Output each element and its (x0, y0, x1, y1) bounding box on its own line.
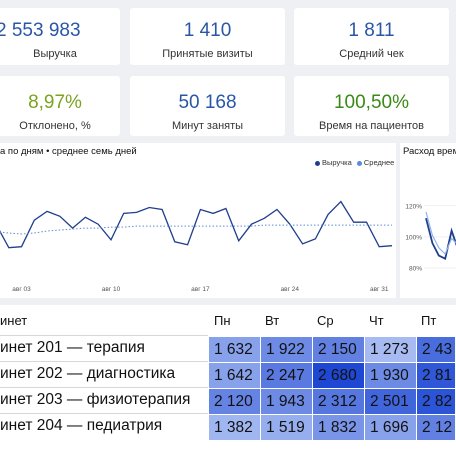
kpi-card-rejected[interactable]: 8,97% Отклонено, % (0, 76, 120, 136)
matrix-cell[interactable]: 1 832 (313, 415, 365, 441)
table-row-divider (0, 387, 208, 388)
matrix-cell[interactable]: 2 501 (365, 389, 417, 415)
daily-revenue-line-chart: авг 03 авг 10 авг 17 авг 24 авг 31 (0, 200, 393, 293)
kpi-value: 1 410 (183, 20, 232, 41)
kpi-label: Время на пациентов (319, 120, 424, 132)
column-header-tue[interactable]: Вт (265, 313, 280, 328)
matrix-cell[interactable]: 2 150 (313, 337, 365, 363)
series-line (425, 217, 456, 261)
row-label[interactable]: инет 204 — педиатрия (0, 417, 163, 434)
matrix-cell[interactable]: 1 632 (209, 337, 261, 363)
series-line (425, 211, 456, 256)
matrix-cell[interactable]: 2 12 (417, 415, 456, 441)
column-header-fri[interactable]: Пт (421, 313, 437, 328)
kpi-label: Принятые визиты (162, 48, 253, 60)
y-tick-label: 100% (405, 234, 422, 241)
matrix-cell[interactable]: 2 247 (261, 363, 313, 389)
legend-dot-revenue (315, 160, 320, 166)
matrix-cell[interactable]: 1 519 (261, 415, 313, 441)
kpi-card-avg-check[interactable]: 1 811 Средний чек (294, 8, 449, 65)
x-tick-label: авг 24 (281, 286, 300, 293)
kpi-value: 100,50% (333, 92, 409, 113)
matrix-cell[interactable]: 1 696 (365, 415, 417, 441)
kpi-label: Средний чек (339, 48, 404, 60)
x-tick-label: авг 10 (102, 286, 121, 293)
matrix-cell[interactable]: 1 382 (209, 415, 261, 441)
kpi-label: Отклонено, % (19, 120, 91, 132)
kpi-value: 1 811 (348, 20, 395, 41)
table-row-divider (0, 335, 208, 336)
legend-dot-average (356, 160, 362, 166)
column-header-wed[interactable]: Ср (317, 313, 334, 328)
legend-revenue: Выручка (322, 158, 352, 167)
row-label[interactable]: инет 201 — терапия (0, 339, 145, 356)
y-tick-label: 80% (409, 266, 422, 273)
x-tick-label: авг 03 (12, 286, 31, 293)
matrix-cell[interactable]: 2 43 (417, 337, 456, 363)
matrix-cell[interactable]: 1 930 (365, 363, 417, 389)
row-label[interactable]: инет 202 — диагностика (0, 365, 176, 382)
kpi-card-revenue[interactable]: 2 553 983 Выручка (0, 8, 120, 65)
matrix-cell[interactable]: 2 680 (313, 363, 365, 389)
kpi-value: 2 553 983 (0, 20, 81, 41)
cabinet-weekday-matrix: инет Пн Вт Ср Чт Пт инет 201 — терапия 1 … (0, 305, 456, 456)
x-tick-label: авг 31 (370, 286, 389, 293)
column-header-cabinet: инет (0, 313, 28, 328)
series-line-average (0, 224, 392, 235)
chart-legend: Выручка Среднее (7) (312, 158, 396, 167)
time-spend-chart-panel: Расход врем 120% 100% 80% (400, 143, 456, 298)
matrix-cell[interactable]: 2 120 (209, 389, 261, 415)
time-spend-line-chart: 120% 100% 80% (405, 203, 456, 273)
kpi-card-minutes[interactable]: 50 168 Минут заняты (130, 76, 285, 136)
kpi-label: Выручка (33, 48, 77, 60)
kpi-value: 50 168 (178, 92, 237, 113)
y-tick-label: 120% (405, 203, 422, 210)
kpi-card-visits[interactable]: 1 410 Принятые визиты (130, 8, 285, 65)
chart-title: а по дням • среднее семь дней (0, 146, 137, 157)
column-header-thu[interactable]: Чт (369, 313, 384, 328)
matrix-cell[interactable]: 1 922 (261, 337, 313, 363)
x-tick-label: авг 17 (191, 286, 210, 293)
matrix-cell[interactable]: 1 943 (261, 389, 313, 415)
matrix-cell[interactable]: 1 273 (365, 337, 417, 363)
chart-title: Расход врем (403, 146, 456, 157)
matrix-cell[interactable]: 2 81 (417, 363, 456, 389)
kpi-label: Минут заняты (171, 120, 244, 132)
kpi-card-patient-time[interactable]: 100,50% Время на пациентов (294, 76, 449, 136)
matrix-cell[interactable]: 2 82 (417, 389, 456, 415)
daily-revenue-chart-panel: а по дням • среднее семь дней Выручка Ср… (0, 143, 396, 298)
column-header-mon[interactable]: Пн (214, 313, 231, 328)
row-label[interactable]: инет 203 — физиотерапия (0, 391, 191, 408)
table-row-divider (0, 413, 208, 414)
kpi-value: 8,97% (28, 92, 82, 113)
legend-average: Среднее (7) (363, 158, 396, 167)
matrix-cell[interactable]: 1 642 (209, 363, 261, 389)
matrix-cell[interactable]: 2 312 (313, 389, 365, 415)
table-row-divider (0, 361, 208, 362)
series-line-revenue (0, 200, 393, 249)
